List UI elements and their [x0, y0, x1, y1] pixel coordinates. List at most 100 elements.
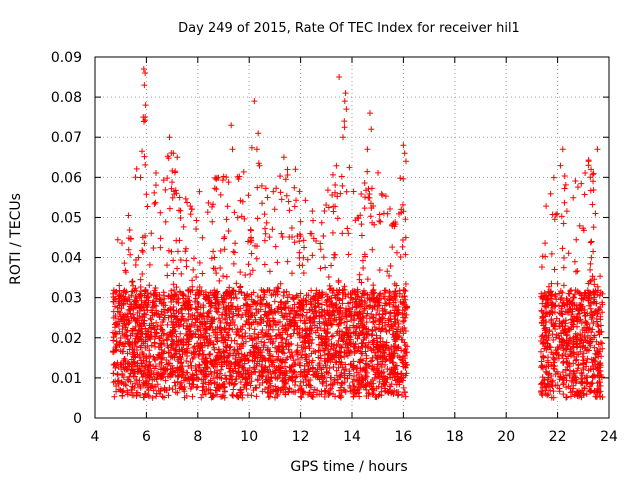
- roti-point: [388, 349, 395, 356]
- roti-point: [113, 338, 120, 345]
- roti-point: [289, 352, 296, 359]
- roti-point: [245, 192, 252, 199]
- roti-point: [590, 299, 597, 306]
- roti-point: [140, 370, 147, 377]
- roti-point: [193, 374, 200, 381]
- roti-point: [354, 387, 361, 394]
- roti-point: [370, 380, 377, 387]
- roti-point: [391, 387, 398, 394]
- roti-point: [130, 305, 137, 312]
- roti-point: [338, 344, 345, 351]
- roti-point: [341, 118, 348, 125]
- roti-point: [582, 344, 589, 351]
- roti-point: [188, 365, 195, 372]
- roti-point: [113, 319, 120, 326]
- roti-point: [558, 294, 565, 301]
- roti-point: [128, 367, 135, 374]
- roti-point: [146, 347, 153, 354]
- roti-point: [142, 344, 149, 351]
- roti-point: [170, 368, 177, 375]
- roti-point: [209, 218, 216, 225]
- x-tick-label: 22: [549, 429, 567, 445]
- roti-point: [545, 391, 552, 398]
- roti-point: [591, 344, 598, 351]
- roti-point: [284, 354, 291, 361]
- roti-point: [550, 356, 557, 363]
- roti-point: [192, 305, 199, 312]
- roti-point: [266, 234, 273, 241]
- roti-point: [362, 383, 369, 390]
- roti-point: [121, 260, 128, 267]
- roti-point: [190, 354, 197, 361]
- roti-point: [189, 312, 196, 319]
- roti-point: [326, 350, 333, 357]
- roti-point: [325, 317, 332, 324]
- roti-point: [152, 199, 159, 206]
- roti-point: [279, 312, 286, 319]
- roti-point: [344, 318, 351, 325]
- roti-point: [185, 375, 192, 382]
- roti-point: [291, 320, 298, 327]
- axis-ticks: [94, 56, 610, 419]
- roti-point: [296, 334, 303, 341]
- roti-point: [141, 240, 148, 247]
- roti-point: [373, 311, 380, 318]
- roti-point: [401, 317, 408, 324]
- roti-point: [252, 355, 259, 362]
- roti-point: [363, 386, 370, 393]
- roti-point: [142, 325, 149, 332]
- roti-point: [573, 334, 580, 341]
- roti-point: [231, 337, 238, 344]
- x-tick-label: 12: [292, 429, 310, 445]
- roti-point: [256, 358, 263, 365]
- roti-point: [316, 347, 323, 354]
- roti-point: [379, 192, 386, 199]
- roti-point: [543, 203, 550, 210]
- roti-point: [318, 312, 325, 319]
- roti-point: [237, 379, 244, 386]
- y-tick-label: 0.03: [51, 291, 82, 307]
- roti-point: [150, 299, 157, 306]
- roti-point: [402, 251, 409, 258]
- roti-point: [404, 303, 411, 310]
- roti-point: [358, 232, 365, 239]
- roti-point: [194, 383, 201, 390]
- roti-point: [126, 346, 133, 353]
- roti-point: [211, 254, 218, 261]
- roti-point: [258, 329, 265, 336]
- roti-point: [396, 210, 403, 217]
- roti-point: [387, 353, 394, 360]
- roti-point: [587, 388, 594, 395]
- roti-point: [560, 358, 567, 365]
- roti-point: [297, 290, 304, 297]
- roti-point: [271, 298, 278, 305]
- roti-point: [169, 386, 176, 393]
- roti-point: [588, 166, 595, 173]
- roti-point: [381, 353, 388, 360]
- roti-point: [209, 326, 216, 333]
- roti-point: [563, 208, 570, 215]
- roti-point: [541, 327, 548, 334]
- roti-point: [217, 264, 224, 271]
- roti-point: [293, 310, 300, 317]
- roti-point: [189, 277, 196, 284]
- roti-point: [586, 278, 593, 285]
- roti-point: [232, 356, 239, 363]
- roti-point: [217, 191, 224, 198]
- roti-point: [587, 174, 594, 181]
- roti-point: [383, 327, 390, 334]
- roti-point: [321, 207, 328, 214]
- roti-point: [554, 382, 561, 389]
- roti-point: [258, 338, 265, 345]
- roti-point: [564, 331, 571, 338]
- roti-point: [183, 331, 190, 338]
- roti-point: [186, 328, 193, 335]
- roti-point: [370, 296, 377, 303]
- roti-point: [237, 305, 244, 312]
- roti-point: [292, 311, 299, 318]
- roti-point: [192, 363, 199, 370]
- roti-point: [397, 254, 404, 261]
- roti-point: [597, 322, 604, 329]
- roti-point: [311, 386, 318, 393]
- roti-point: [306, 340, 313, 347]
